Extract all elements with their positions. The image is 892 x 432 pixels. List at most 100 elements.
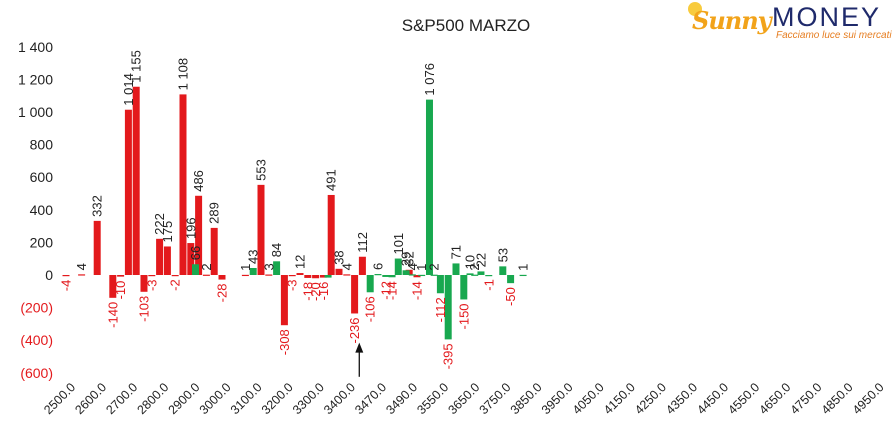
bar	[109, 275, 117, 298]
x-tick-label: 4150.0	[601, 380, 638, 417]
bar	[124, 109, 132, 275]
x-tick-label: 3750.0	[477, 380, 514, 417]
y-tick-label: 1 400	[18, 39, 53, 55]
bar-data-label: 1 014	[121, 73, 136, 106]
bar	[343, 274, 351, 276]
bar	[519, 274, 527, 277]
bar-data-label: 2	[199, 263, 214, 270]
bar-data-label: 289	[207, 202, 222, 224]
logo-brand-a: Sunny	[692, 6, 772, 35]
bar	[117, 275, 125, 277]
x-tick-label: 3550.0	[414, 380, 451, 417]
bar	[288, 275, 296, 277]
bar-data-label: 4	[339, 263, 354, 270]
bar-data-label: 2	[427, 263, 442, 270]
arrow-head-icon	[355, 342, 364, 353]
bar-data-label: -16	[316, 282, 331, 301]
bar-data-label: -2	[168, 279, 183, 291]
x-tick-label: 4850.0	[819, 380, 856, 417]
bar	[430, 274, 438, 276]
bar-data-label: -3	[285, 279, 300, 291]
bar	[402, 270, 410, 275]
bar	[148, 275, 156, 277]
x-tick-label: 2600.0	[72, 380, 109, 417]
bar	[324, 275, 332, 278]
bar	[296, 273, 304, 275]
y-tick-label: 1 000	[18, 104, 53, 120]
bar	[195, 195, 203, 275]
bar	[471, 274, 479, 276]
x-tick-label: 3100.0	[228, 380, 265, 417]
bar-data-label: -140	[105, 302, 120, 328]
bar	[62, 275, 70, 277]
bar-data-label: 101	[391, 233, 406, 255]
bar-data-label: 1	[414, 264, 429, 271]
bar	[408, 274, 416, 276]
bar-data-label: 491	[324, 169, 339, 191]
x-tick-label: 4550.0	[725, 380, 762, 417]
bar	[366, 275, 374, 293]
y-tick-label: (200)	[20, 300, 53, 316]
chart-title: S&P500 MARZO	[402, 16, 531, 35]
bar-data-label: -308	[277, 329, 292, 355]
x-tick-label: 4450.0	[694, 380, 731, 417]
bar	[257, 184, 265, 275]
bars	[62, 86, 527, 340]
bar-data-label: 22	[473, 253, 488, 267]
bar	[241, 274, 249, 277]
x-tick-label: 3400.0	[321, 380, 358, 417]
y-tick-label: (600)	[20, 365, 53, 381]
bar	[460, 275, 468, 300]
bar	[327, 194, 335, 275]
bar	[452, 263, 460, 275]
bar-data-label: -50	[503, 287, 518, 306]
bar	[304, 275, 312, 278]
bar	[312, 275, 320, 279]
bar	[466, 273, 474, 275]
bar	[413, 275, 421, 278]
bar-data-label: 4	[74, 263, 89, 270]
bar	[265, 274, 273, 276]
x-tick-label: 4650.0	[756, 380, 793, 417]
bar-data-label: 222	[152, 213, 167, 235]
bar	[499, 266, 507, 275]
bar-data-label: 553	[254, 159, 269, 181]
bar-data-label: -1	[481, 279, 496, 291]
bar-data-label: -106	[363, 296, 378, 322]
bar-data-label: 10	[463, 255, 478, 269]
y-axis: (600) (400) (200) 0 200 400 600 800 1 000 1 200 1 …	[18, 39, 53, 381]
bar-data-label: -103	[137, 296, 152, 322]
bar-data-label: 1 076	[422, 63, 437, 96]
bar-data-label: -112	[433, 297, 448, 322]
bar-data-label: 332	[90, 195, 105, 217]
bar-data-label: 43	[246, 250, 261, 264]
bar	[249, 267, 257, 275]
bar	[382, 275, 390, 277]
y-tick-label: 1 200	[18, 71, 53, 87]
x-tick-label: 2500.0	[41, 380, 78, 417]
bar-data-label: 6	[371, 263, 386, 270]
y-tick-label: 200	[30, 234, 54, 250]
bar-data-label: -18	[300, 282, 315, 301]
bar-data-label: 1	[516, 264, 531, 271]
bar-data-label: 29	[399, 252, 414, 266]
bar	[140, 275, 148, 292]
x-tick-label: 4250.0	[632, 380, 669, 417]
x-tick-label: 4750.0	[788, 380, 825, 417]
y-tick-label: (400)	[20, 332, 53, 348]
bar	[187, 243, 195, 275]
bar	[485, 275, 493, 277]
bar-data-label: -150	[456, 303, 471, 329]
bar-data-label: 32	[402, 251, 417, 265]
bar	[444, 275, 452, 340]
bar-data-label: 486	[191, 170, 206, 192]
bar	[202, 274, 210, 276]
y-tick-label: 400	[30, 202, 54, 218]
y-tick-label: 600	[30, 169, 54, 185]
bar-data-label: 66	[188, 246, 203, 260]
bar	[191, 264, 199, 275]
y-tick-label: 800	[30, 137, 54, 153]
bar-data-label: -4	[59, 280, 74, 292]
bar-data-label: 12	[293, 255, 308, 269]
bar	[93, 220, 101, 275]
